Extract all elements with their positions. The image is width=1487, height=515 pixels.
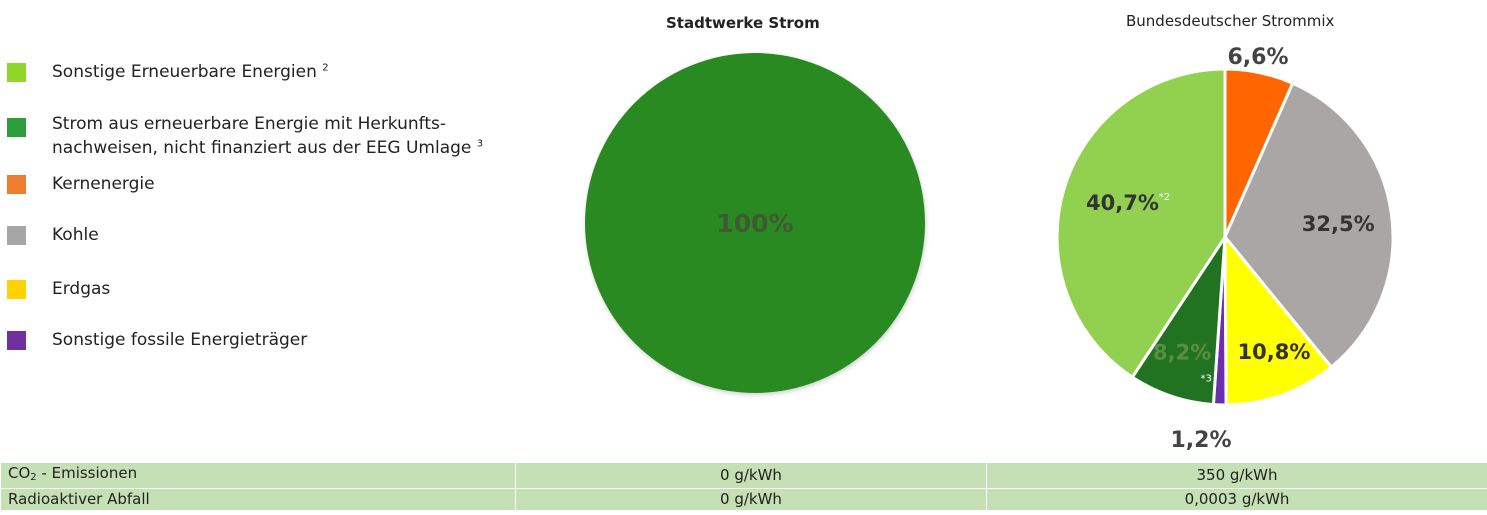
- slice-label: 40,7%: [1086, 191, 1159, 215]
- legend-swatch: [7, 280, 26, 299]
- pie-slice: [1223, 232, 1334, 407]
- table-row: Radioaktiver Abfall 0 g/kWh 0,0003 g/kWh: [0, 488, 1487, 511]
- table-row: CO2 - Emissionen 0 g/kWh 350 g/kWh: [0, 462, 1487, 489]
- pie-slice: [1223, 81, 1395, 370]
- pie-stadtwerke: 100%: [585, 53, 925, 393]
- chart-title-bund: Bundesdeutscher Strommix: [1126, 12, 1335, 30]
- value-stadtwerke: 0 g/kWh: [515, 488, 987, 511]
- slice-note: *2: [1159, 192, 1170, 203]
- chart-title-stadtwerke: Stadtwerke Strom: [666, 14, 820, 32]
- slice-label: 32,5%: [1302, 212, 1375, 236]
- pie-bund: 6,6% 32,5% 10,8% 1,2% 8,2% *3 40,7% *2: [1055, 45, 1395, 453]
- legend-label: nachweisen, nicht finanziert aus der EEG…: [52, 138, 484, 158]
- pie-charts: 100% 6,6% 32,5% 10,8% 1,2% 8,2% *3 40,7% *2: [585, 45, 1395, 453]
- legend-swatch: [7, 226, 26, 245]
- legend-label: Kernenergie: [52, 174, 155, 194]
- legend-label: Erdgas: [52, 279, 111, 299]
- legend-label: Strom aus erneuerbare Energie mit Herkun…: [52, 114, 447, 134]
- pie-slice: [585, 53, 925, 393]
- value-bund: 350 g/kWh: [986, 462, 1487, 489]
- emissions-table: CO2 - Emissionen 0 g/kWh 350 g/kWh Radio…: [0, 462, 1487, 511]
- slice-label: 1,2%: [1170, 428, 1231, 453]
- slice-label: 10,8%: [1238, 340, 1311, 364]
- legend-label: Sonstige Erneuerbare Energien 2: [52, 62, 329, 82]
- slice-note: *3: [1200, 374, 1211, 385]
- legend: Sonstige Erneuerbare Energien 2 Strom au…: [0, 0, 560, 440]
- legend-swatch: [7, 63, 26, 82]
- legend-swatch: [7, 175, 26, 194]
- legend-swatch: [7, 118, 26, 137]
- pie-slice: [1130, 231, 1227, 407]
- pie-slice: [1055, 67, 1227, 380]
- slice-label: 8,2%: [1153, 341, 1211, 365]
- row-label: Radioaktiver Abfall: [0, 488, 516, 511]
- value-stadtwerke: 0 g/kWh: [515, 462, 987, 489]
- row-label: CO2 - Emissionen: [0, 462, 516, 489]
- legend-swatch: [7, 331, 26, 350]
- legend-label: Kohle: [52, 225, 99, 245]
- value-bund: 0,0003 g/kWh: [986, 488, 1487, 511]
- legend-label: Sonstige fossile Energieträger: [52, 330, 308, 350]
- slice-label: 6,6%: [1227, 45, 1288, 70]
- slice-label: 100%: [716, 209, 793, 238]
